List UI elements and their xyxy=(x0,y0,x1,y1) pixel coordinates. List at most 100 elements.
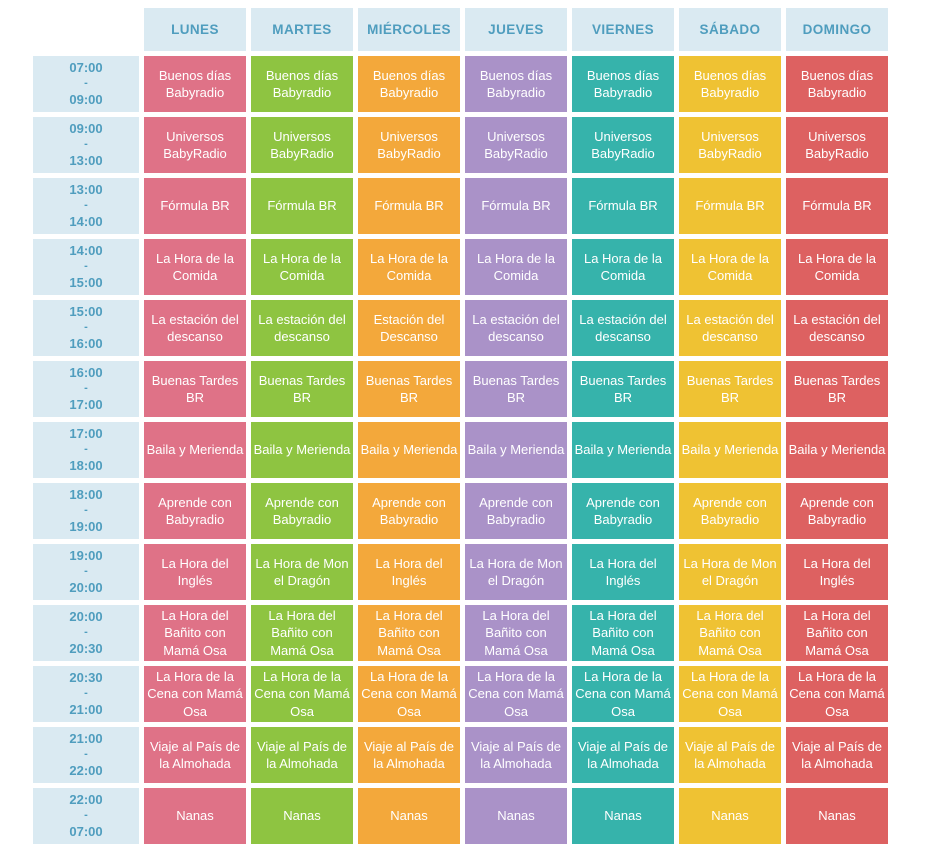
program-cell: Buenos días Babyradio xyxy=(144,56,246,112)
program-cell: Viaje al País de la Almohada xyxy=(144,727,246,783)
time-slot: 20:30 -21:00 xyxy=(33,666,139,722)
program-cell: La Hora del Inglés xyxy=(786,544,888,600)
program-cell: Buenas Tardes BR xyxy=(572,361,674,417)
time-start: 20:00 xyxy=(69,608,103,624)
program-cell: Fórmula BR xyxy=(572,178,674,234)
time-separator: - xyxy=(84,443,88,456)
day-header-domingo: DOMINGO xyxy=(786,8,888,51)
day-header-lunes: LUNES xyxy=(144,8,246,51)
program-cell: La Hora del Bañito con Mamá Osa xyxy=(358,605,460,661)
program-cell: Nanas xyxy=(358,788,460,844)
day-header-martes: MARTES xyxy=(251,8,353,51)
program-cell: Aprende con Babyradio xyxy=(786,483,888,539)
program-cell: La Hora del Bañito con Mamá Osa xyxy=(679,605,781,661)
program-cell: Nanas xyxy=(465,788,567,844)
time-separator: - xyxy=(84,626,88,639)
program-cell: La Hora de la Cena con Mamá Osa xyxy=(679,666,781,722)
program-cell: Buenas Tardes BR xyxy=(679,361,781,417)
day-header-jueves: JUEVES xyxy=(465,8,567,51)
day-header-miércoles: MIÉRCOLES xyxy=(358,8,460,51)
program-cell: Viaje al País de la Almohada xyxy=(251,727,353,783)
program-cell: Viaje al País de la Almohada xyxy=(786,727,888,783)
time-start: 18:00 xyxy=(69,486,103,502)
time-start: 16:00 xyxy=(69,364,103,380)
program-cell: Viaje al País de la Almohada xyxy=(358,727,460,783)
program-cell: Fórmula BR xyxy=(144,178,246,234)
time-separator: - xyxy=(84,199,88,212)
program-cell: Estación del Descanso xyxy=(358,300,460,356)
time-end: 13:00 xyxy=(69,152,103,168)
time-start: 15:00 xyxy=(69,303,103,319)
time-slot: 15:00 -16:00 xyxy=(33,300,139,356)
program-cell: Baila y Merienda xyxy=(572,422,674,478)
program-cell: La Hora de Mon el Dragón xyxy=(251,544,353,600)
time-start: 09:00 xyxy=(69,120,103,136)
program-cell: Aprende con Babyradio xyxy=(251,483,353,539)
program-cell: Fórmula BR xyxy=(465,178,567,234)
program-cell: La Hora del Inglés xyxy=(358,544,460,600)
program-cell: La Hora de la Comida xyxy=(144,239,246,295)
program-cell: Baila y Merienda xyxy=(786,422,888,478)
day-header-sábado: SÁBADO xyxy=(679,8,781,51)
program-cell: Universos BabyRadio xyxy=(679,117,781,173)
program-cell: La Hora del Bañito con Mamá Osa xyxy=(144,605,246,661)
program-cell: Baila y Merienda xyxy=(144,422,246,478)
program-cell: La estación del descanso xyxy=(144,300,246,356)
program-cell: Universos BabyRadio xyxy=(786,117,888,173)
program-cell: Nanas xyxy=(786,788,888,844)
time-start: 14:00 xyxy=(69,242,103,258)
program-cell: Baila y Merienda xyxy=(465,422,567,478)
program-cell: Viaje al País de la Almohada xyxy=(465,727,567,783)
program-cell: La Hora de la Comida xyxy=(572,239,674,295)
program-cell: La estación del descanso xyxy=(465,300,567,356)
program-cell: Buenos días Babyradio xyxy=(465,56,567,112)
program-cell: Buenos días Babyradio xyxy=(251,56,353,112)
time-slot: 07:00 -09:00 xyxy=(33,56,139,112)
program-cell: Nanas xyxy=(572,788,674,844)
program-cell: La Hora de la Cena con Mamá Osa xyxy=(251,666,353,722)
time-start: 19:00 xyxy=(69,547,103,563)
time-start: 07:00 xyxy=(69,59,103,75)
time-slot: 17:00 -18:00 xyxy=(33,422,139,478)
program-cell: La Hora de la Cena con Mamá Osa xyxy=(144,666,246,722)
time-separator: - xyxy=(84,321,88,334)
program-cell: La estación del descanso xyxy=(679,300,781,356)
time-separator: - xyxy=(84,748,88,761)
program-cell: Aprende con Babyradio xyxy=(465,483,567,539)
program-cell: Baila y Merienda xyxy=(251,422,353,478)
time-start: 22:00 xyxy=(69,791,103,807)
program-cell: La Hora de la Cena con Mamá Osa xyxy=(358,666,460,722)
time-slot: 16:00 -17:00 xyxy=(33,361,139,417)
program-cell: Buenos días Babyradio xyxy=(358,56,460,112)
program-cell: La Hora de la Comida xyxy=(358,239,460,295)
time-start: 17:00 xyxy=(69,425,103,441)
time-separator: - xyxy=(84,138,88,151)
program-cell: La estación del descanso xyxy=(786,300,888,356)
program-cell: Universos BabyRadio xyxy=(572,117,674,173)
program-cell: La Hora del Bañito con Mamá Osa xyxy=(572,605,674,661)
program-cell: Nanas xyxy=(144,788,246,844)
time-slot: 09:00 -13:00 xyxy=(33,117,139,173)
program-cell: Buenos días Babyradio xyxy=(679,56,781,112)
time-slot: 14:00 -15:00 xyxy=(33,239,139,295)
time-end: 17:00 xyxy=(69,396,103,412)
program-cell: Universos BabyRadio xyxy=(465,117,567,173)
time-end: 20:00 xyxy=(69,579,103,595)
program-cell: La Hora de Mon el Dragón xyxy=(679,544,781,600)
program-cell: Baila y Merienda xyxy=(679,422,781,478)
program-cell: Buenas Tardes BR xyxy=(465,361,567,417)
program-cell: Nanas xyxy=(679,788,781,844)
time-end: 20:30 xyxy=(69,640,103,656)
time-separator: - xyxy=(84,260,88,273)
program-cell: Aprende con Babyradio xyxy=(679,483,781,539)
program-cell: La Hora de la Cena con Mamá Osa xyxy=(465,666,567,722)
program-cell: Aprende con Babyradio xyxy=(358,483,460,539)
program-cell: La Hora de la Comida xyxy=(786,239,888,295)
program-cell: La Hora del Bañito con Mamá Osa xyxy=(251,605,353,661)
time-slot: 19:00 -20:00 xyxy=(33,544,139,600)
time-end: 19:00 xyxy=(69,518,103,534)
program-cell: Universos BabyRadio xyxy=(358,117,460,173)
program-cell: Viaje al País de la Almohada xyxy=(572,727,674,783)
time-separator: - xyxy=(84,382,88,395)
time-separator: - xyxy=(84,687,88,700)
